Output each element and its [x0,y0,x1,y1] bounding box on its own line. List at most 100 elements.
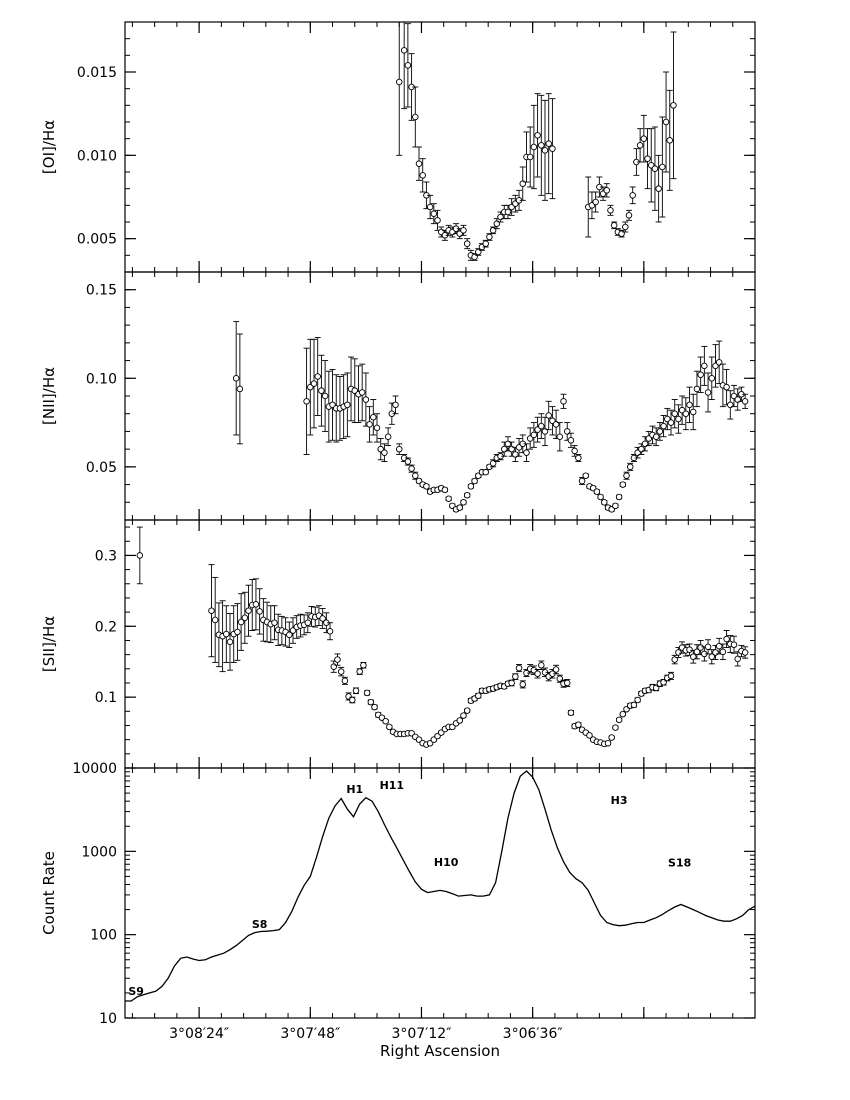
data-point [226,638,234,646]
data-point [245,607,252,614]
data-point [482,240,489,247]
data-point [404,458,412,465]
data-point [656,428,664,435]
data-point [608,734,615,741]
data-point [640,135,648,142]
data-point [395,78,403,86]
data-point [256,608,263,615]
data-point [730,641,738,648]
data-point [622,223,629,231]
data-point [701,362,708,370]
data-point [534,132,541,139]
data-point [666,137,674,144]
data-point [211,616,219,624]
data-point [660,422,667,430]
data-point [667,672,675,680]
data-point [682,410,690,417]
region-label: H10 [434,856,459,869]
y-tick-label: 0.15 [86,283,117,299]
y-tick-label: 0.005 [77,232,117,248]
data-point [463,707,471,714]
data-point [693,385,701,393]
data-point [704,389,712,396]
data-point [303,398,310,405]
data-point [615,493,623,501]
x-tick-label: 3°06′36″ [503,1026,563,1042]
data-point [486,233,493,241]
data-point [415,160,423,167]
data-point [586,732,593,739]
panel-data [232,321,749,513]
data-point [652,433,660,440]
data-point [719,648,727,656]
data-point [356,668,363,675]
data-point [612,502,619,510]
panel-count: 10 100 1000 10000 Count Rate S9 S8 H1 H11 H10 H3 S1… [40,761,756,1027]
x-tick-label: 3°07′48″ [280,1026,340,1042]
data-point [352,687,360,695]
data-point [545,412,552,419]
data-point [545,140,552,147]
data-point [582,472,590,479]
data-point [515,664,523,672]
data-point [334,656,341,663]
data-point [538,422,545,430]
data-point [523,449,530,456]
x-tick-label: 3°08′24″ [169,1026,229,1042]
data-point [395,445,403,453]
y-tick-label: 0.015 [77,65,117,81]
data-point [670,102,677,109]
data-point [519,681,527,688]
panel-data [395,22,677,261]
data-point [366,421,373,428]
data-point [460,499,467,506]
data-point [593,488,601,495]
data-point [358,389,366,396]
data-point [319,615,326,622]
data-point [592,198,599,206]
data-point [304,619,312,626]
data-point [619,710,627,718]
data-point [460,227,467,234]
data-point [708,375,716,382]
data-point [575,454,582,462]
data-point [381,449,388,456]
data-point [237,618,245,626]
y-tick-label: 0.2 [95,619,117,635]
data-point [508,679,515,687]
data-point [567,709,575,716]
data-point [615,716,623,724]
data-point [482,468,489,476]
data-point [310,380,318,387]
data-point [734,655,741,663]
data-point [371,703,378,711]
data-point [671,410,678,417]
data-point [318,387,325,394]
data-point [723,383,730,391]
data-point [136,552,144,559]
data-point [223,630,230,638]
region-label: S9 [128,985,144,998]
data-point [610,222,618,229]
data-point [630,701,638,709]
y-tick-label: 0.05 [86,460,117,476]
data-point [460,712,467,719]
data-point [741,649,749,656]
data-point [571,447,578,455]
data-point [321,392,329,400]
region-label: H3 [611,794,628,807]
data-point [556,433,564,440]
y-tick-label: 10 [99,1011,117,1027]
panel-nii: 0.05 0.10 0.15 [NII]/Hα [40,271,756,521]
data-point [326,627,334,635]
panel-oi: 0.005 0.010 0.015 [OI]/Hα [40,21,756,273]
data-point [686,401,693,409]
data-point [715,642,723,650]
data-point [552,666,560,673]
data-point [456,717,464,724]
data-point [625,212,633,219]
data-point [344,401,351,409]
data-point [373,424,381,432]
data-point [671,656,678,663]
panel-data [136,526,749,748]
